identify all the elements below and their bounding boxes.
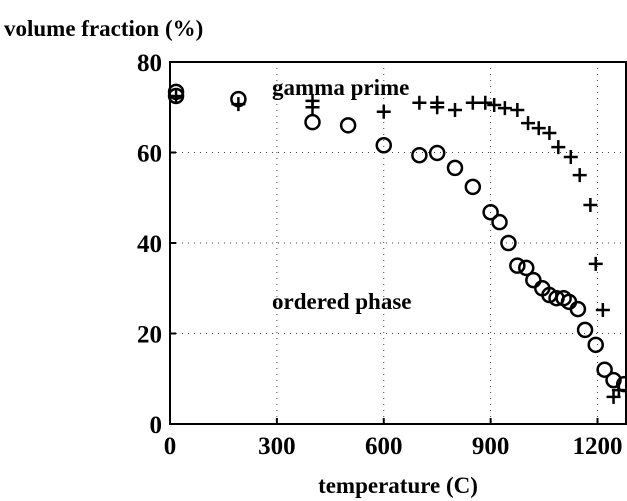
- circle-point: [428, 144, 446, 162]
- plus-point: [521, 116, 536, 131]
- circle-point: [500, 234, 517, 252]
- plus-point: [448, 102, 462, 117]
- plus-point: [478, 95, 493, 110]
- circle-point: [304, 113, 321, 131]
- annotation: ordered phase: [272, 289, 412, 314]
- circle-point: [615, 375, 627, 393]
- circle-point: [464, 178, 482, 196]
- plus-point: [572, 168, 587, 183]
- plus-point: [588, 256, 603, 271]
- x-tick-label: 0: [164, 433, 177, 460]
- plus-point: [551, 140, 566, 155]
- circle-point: [446, 159, 464, 177]
- plus-point: [583, 197, 598, 212]
- plus-point: [542, 126, 557, 141]
- circle-point: [525, 271, 542, 289]
- x-tick-label: 1200: [573, 433, 623, 460]
- plot-frame: [169, 61, 627, 425]
- circle-point: [605, 371, 622, 389]
- circle-point: [482, 203, 499, 221]
- plus-point: [412, 95, 427, 110]
- plus-point: [497, 101, 512, 116]
- circle-point: [375, 137, 392, 154]
- x-tick-label: 600: [365, 433, 403, 460]
- circle-point: [569, 300, 587, 318]
- plus-point: [487, 97, 502, 112]
- circle-point: [596, 361, 613, 378]
- y-tick-label: 80: [137, 50, 162, 77]
- circle-point: [576, 321, 594, 339]
- y-tick-label: 40: [137, 231, 162, 258]
- x-tick-label: 900: [472, 433, 510, 460]
- x-axis-label: temperature (C): [318, 473, 478, 498]
- y-tick-label: 60: [137, 141, 162, 168]
- circle-point: [167, 87, 185, 105]
- y-axis-label: volume fraction (%): [4, 16, 203, 41]
- plus-point: [510, 102, 525, 117]
- circle-point: [411, 146, 428, 164]
- circle-point: [230, 90, 247, 108]
- x-tick-label: 300: [258, 433, 296, 460]
- y-tick-label: 20: [137, 322, 162, 349]
- plus-point: [465, 95, 480, 110]
- circle-point: [491, 213, 508, 231]
- annotation: gamma prime: [272, 75, 409, 100]
- plus-point: [305, 100, 320, 115]
- y-tick-label: 0: [150, 412, 163, 439]
- circle-point: [587, 336, 604, 354]
- plus-point: [595, 302, 610, 317]
- plus-point: [563, 150, 578, 165]
- circle-point: [518, 259, 535, 277]
- circle-point: [339, 117, 357, 134]
- plus-point: [430, 100, 445, 115]
- plus-point: [531, 121, 546, 136]
- plus-point: [376, 104, 391, 119]
- circle-point: [509, 257, 526, 274]
